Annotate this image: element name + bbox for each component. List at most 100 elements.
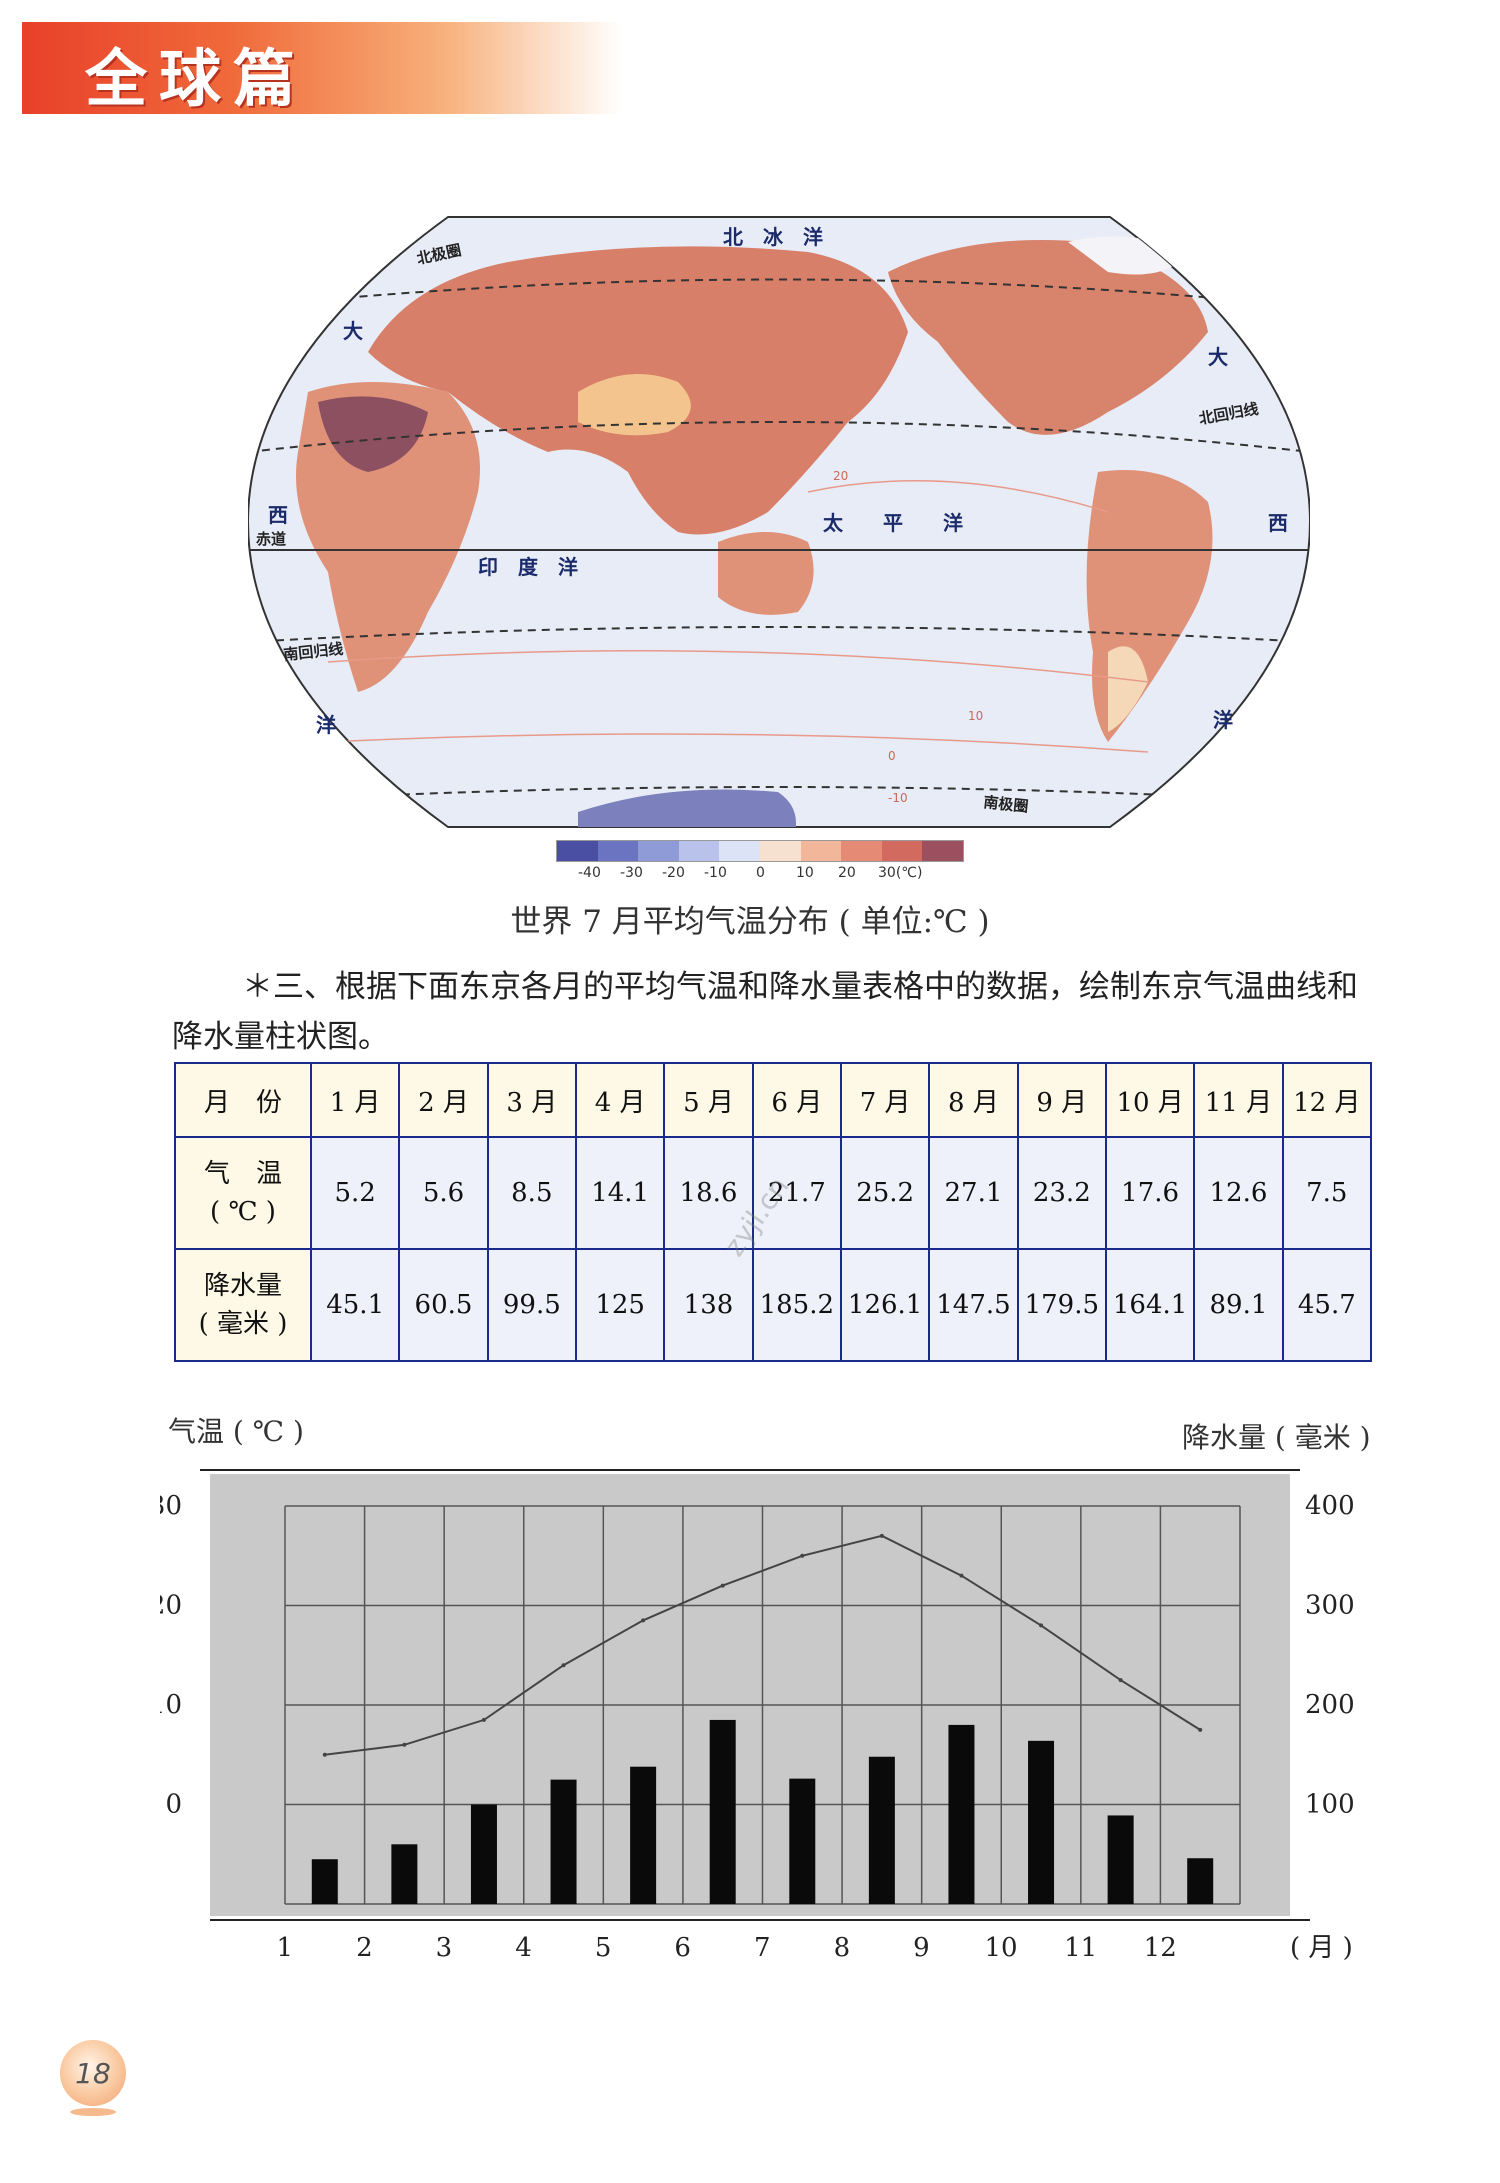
label-atlantic-yang-west: 洋	[316, 713, 336, 737]
temperature-point	[959, 1573, 964, 1578]
precip-bar	[1107, 1815, 1134, 1904]
precip-cell: 99.5	[486, 1248, 577, 1362]
precip-cell: 147.5	[928, 1248, 1019, 1362]
right-axis-title: 降水量 ( 毫米 )	[1182, 1421, 1371, 1454]
temp-header-cell: 气 温 ( ℃ )	[174, 1136, 312, 1250]
right-tick-label: 100	[1305, 1790, 1355, 1820]
tropic-cancer-line	[248, 421, 1310, 453]
precip-bar	[391, 1844, 418, 1904]
left-tick-label: 30	[160, 1491, 182, 1521]
left-tick-label: 20	[160, 1591, 182, 1621]
month-cell: 7 月	[839, 1062, 931, 1138]
label-antarctic-circle: 南极圈	[983, 793, 1030, 816]
temperature-point	[1118, 1678, 1123, 1683]
label-atlantic-da-west: 大	[343, 319, 363, 343]
label-atlantic-xi-west: 西	[268, 503, 288, 527]
tropic-capricorn-line	[248, 626, 1310, 643]
month-cell: 1 月	[309, 1062, 401, 1138]
precip-cell: 89.1	[1193, 1248, 1284, 1362]
precip-bar	[630, 1766, 657, 1904]
temperature-legend: -40 -30 -20 -10 0 10 20 30(℃)	[556, 840, 976, 884]
precip-bar	[868, 1756, 895, 1904]
legend-tick-label: -40	[578, 865, 601, 881]
tibet-plateau	[578, 374, 691, 436]
map-caption: 世界 7 月平均气温分布 ( 单位:℃ )	[510, 904, 990, 940]
temperature-point	[641, 1618, 646, 1623]
temp-cell: 8.5	[486, 1136, 577, 1250]
temperature-point	[879, 1533, 884, 1538]
legend-tick-label: 10	[796, 865, 814, 881]
temperature-point	[481, 1717, 486, 1722]
temperature-point	[720, 1583, 725, 1588]
task-instructions: ＊三、根据下面东京各月的平均气温和降水量表格中的数据，绘制东京气温曲线和降水量柱…	[172, 962, 1372, 1062]
section-title: 全球篇	[85, 42, 308, 115]
patagonia-cool	[1108, 646, 1148, 732]
legend-swatch	[800, 841, 842, 861]
legend-tick-label: 0	[756, 865, 765, 881]
legend-tick-label: 20	[838, 865, 856, 881]
temp-header-line2: ( ℃ )	[210, 1197, 276, 1227]
precip-cell: 45.1	[309, 1248, 401, 1362]
legend-swatch	[759, 841, 801, 861]
month-cell: 2 月	[398, 1062, 489, 1138]
header-band	[22, 22, 622, 114]
isotherm-label-10: 10	[968, 709, 983, 723]
isotherm-label-20: 20	[833, 469, 848, 483]
africa-landmass	[296, 382, 480, 692]
left-tick-label: 0	[165, 1790, 182, 1820]
isotherm-label-0: 0	[888, 749, 896, 763]
month-cell: 3 月	[486, 1062, 577, 1138]
temp-cell: 21.7	[751, 1136, 842, 1250]
temperature-point	[1198, 1727, 1203, 1732]
isotherm-10	[327, 650, 1149, 683]
temp-cell: 12.6	[1193, 1136, 1284, 1250]
precip-bar	[1028, 1740, 1055, 1904]
legend-swatch	[678, 841, 720, 861]
temperature-point	[561, 1663, 566, 1668]
label-equator: 赤道	[256, 530, 286, 548]
x-tick-label: 11	[1064, 1933, 1097, 1963]
label-arctic-ocean: 北 冰 洋	[723, 225, 823, 249]
right-tick-label: 200	[1305, 1690, 1355, 1720]
month-cell: 12 月	[1281, 1062, 1373, 1138]
temp-cell: 5.2	[309, 1136, 401, 1250]
temp-cell: 27.1	[928, 1136, 1019, 1250]
precip-bar	[948, 1724, 975, 1904]
precip-cell: 60.5	[398, 1248, 489, 1362]
right-tick-label: 300	[1305, 1591, 1355, 1621]
legend-swatch	[557, 841, 598, 861]
x-tick-label: 2	[356, 1933, 373, 1963]
world-july-temperature-map: 北 冰 洋 北极圈 北回归线 赤道 南回归线 南极圈 印 度 洋 太 平 洋 大…	[246, 212, 1312, 832]
legend-ticks: -40 -30 -20 -10 0 10 20 30(℃)	[556, 862, 976, 884]
temperature-point	[1039, 1623, 1044, 1628]
legend-tick-label: 30(℃)	[878, 865, 923, 881]
legend-tick-label: -20	[662, 865, 685, 881]
isotherm-0	[327, 733, 1149, 753]
month-cell: 10 月	[1104, 1062, 1196, 1138]
table-row-temps: 气 温 ( ℃ ) 5.2 5.6 8.5 14.1 18.6 21.7 25.2 27.1 2…	[174, 1136, 1373, 1250]
legend-tick-label: -30	[620, 865, 643, 881]
label-pacific-ocean: 太 平 洋	[823, 511, 963, 535]
antarctica-landmass	[578, 789, 796, 827]
precip-cell: 45.7	[1281, 1248, 1373, 1362]
left-axis-title: 气温 ( ℃ )	[168, 1415, 304, 1448]
temp-header-line1: 气 温	[203, 1159, 282, 1189]
month-cell: 5 月	[663, 1062, 754, 1138]
month-cell: 11 月	[1193, 1062, 1284, 1138]
precip-header-cell: 降水量 ( 毫米 )	[174, 1248, 312, 1362]
north-america-landmass	[888, 240, 1208, 435]
x-tick-label: 9	[913, 1933, 930, 1963]
precip-header-line1: 降水量	[203, 1271, 282, 1301]
temperature-line	[324, 1534, 1201, 1756]
precip-bar	[470, 1804, 497, 1904]
label-atlantic-da-east: 大	[1208, 345, 1228, 369]
temperature-point	[800, 1553, 805, 1558]
month-cell: 8 月	[928, 1062, 1019, 1138]
precip-cell: 125	[574, 1248, 666, 1362]
precip-bar	[789, 1778, 816, 1904]
precip-cell: 126.1	[839, 1248, 931, 1362]
x-tick-label: 7	[754, 1933, 771, 1963]
temp-cell: 7.5	[1281, 1136, 1373, 1250]
